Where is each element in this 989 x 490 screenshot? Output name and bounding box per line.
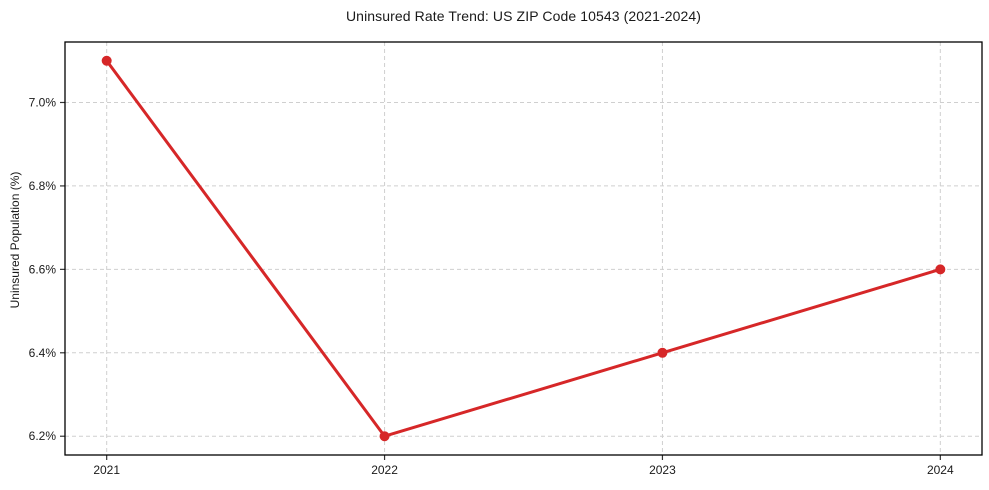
x-tick-label: 2023 [649, 463, 676, 477]
chart-title: Uninsured Rate Trend: US ZIP Code 10543 … [345, 8, 702, 24]
data-line [105, 59, 942, 438]
y-tick-label: 7.0% [29, 95, 57, 109]
y-tick-label: 6.8% [29, 179, 57, 193]
x-tick-label: 2021 [93, 463, 120, 477]
data-point-marker [935, 264, 946, 275]
data-point-marker [657, 347, 668, 358]
plot-border [64, 41, 983, 456]
data-point-marker [101, 55, 112, 66]
x-tick-label: 2022 [371, 463, 398, 477]
y-tick-label: 6.2% [29, 429, 57, 443]
x-tick-label: 2024 [927, 463, 954, 477]
y-tick-label: 6.4% [29, 346, 57, 360]
y-tick-label: 6.6% [29, 262, 57, 276]
data-point-marker [379, 431, 390, 442]
